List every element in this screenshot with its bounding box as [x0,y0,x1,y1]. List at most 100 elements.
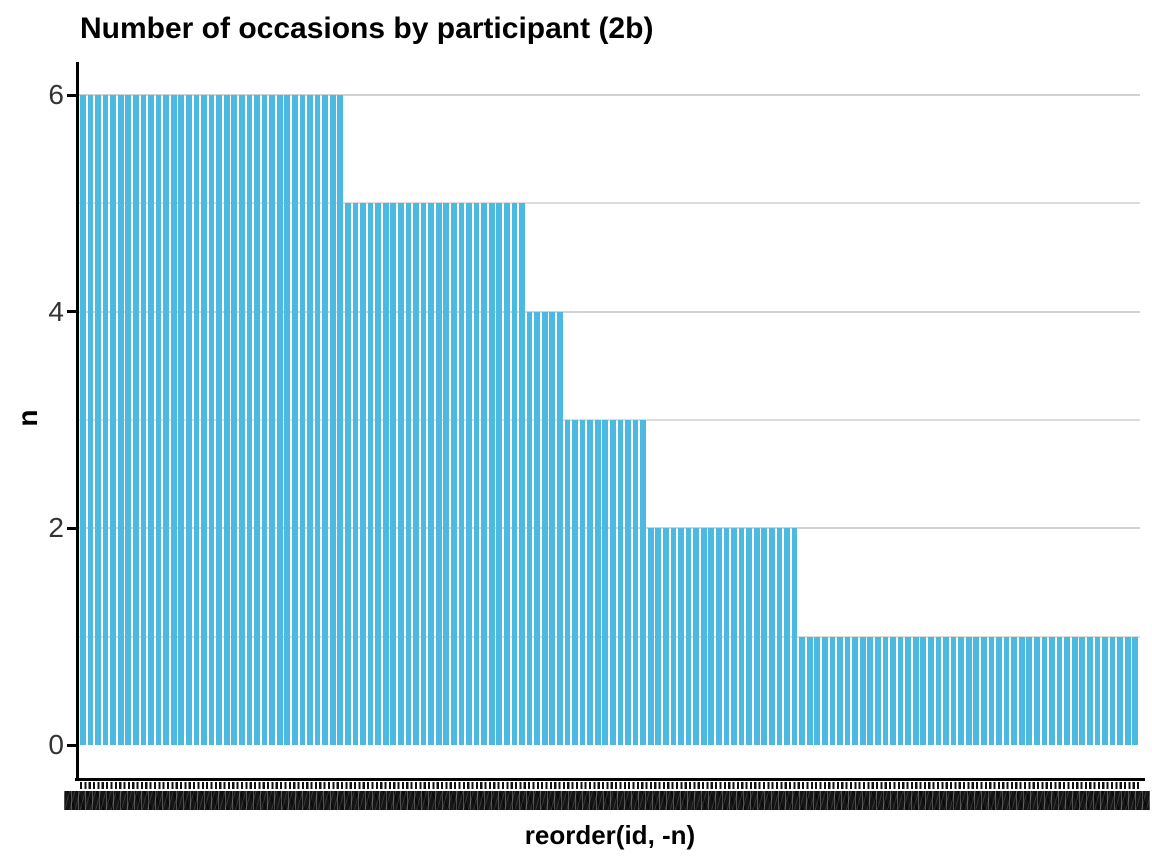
y-tick-2 [67,526,76,530]
y-tick-label-6: 6 [48,79,64,111]
bar [1132,636,1139,745]
bar [231,95,238,745]
bar [950,636,957,745]
y-tick-6 [67,93,76,97]
y-tick-4 [67,310,76,314]
bar [655,528,662,745]
bar [261,95,268,745]
bar [746,528,753,745]
bar [897,636,904,745]
bar [451,203,457,745]
bar [579,420,586,745]
bar [246,95,253,745]
bar [420,203,427,745]
bar [87,95,94,745]
bar [996,636,1002,745]
y-tick-0 [67,743,76,747]
bar [481,203,488,745]
bar [443,203,450,745]
y-tick-label-2: 2 [48,512,64,544]
bar [352,203,359,745]
bar [784,528,790,745]
bar [610,420,616,745]
y-axis-title: n [12,409,43,427]
bar [1071,636,1078,745]
bar [102,95,109,745]
bar [928,636,934,745]
bar [981,636,987,745]
bar [322,95,329,745]
bar [572,420,578,745]
bars-layer [80,95,1140,745]
bar [663,528,669,745]
bar [473,203,480,745]
bar [920,636,927,745]
bar [254,95,260,745]
bar [943,636,949,745]
bar [428,203,435,745]
x-tick-labels-overlapping [64,791,1150,810]
bar [163,95,170,745]
bar [875,636,881,745]
bar [670,528,677,745]
bar [632,420,639,745]
bar [716,528,722,745]
bar [1026,636,1033,745]
bar [738,528,745,745]
bar [822,636,828,745]
bar [1041,636,1048,745]
bar [458,203,465,745]
bar [511,203,518,745]
bar [541,311,548,745]
gridline-n-1 [79,635,1140,638]
bar [337,95,344,745]
bar [761,528,768,745]
bar [799,636,806,745]
bar [988,636,995,745]
chart-title: Number of occasions by participant (2b) [80,12,654,45]
bar [549,311,556,745]
bar [882,636,889,745]
y-tick-label-4: 4 [48,295,64,327]
bar [769,528,775,745]
x-axis-line [75,778,1145,781]
bar [708,528,715,745]
bar [269,95,276,745]
bar [557,311,563,745]
bar [965,636,972,745]
bar [292,95,298,745]
bar [700,528,707,745]
bar [693,528,700,745]
bar [905,636,912,745]
bar [375,203,382,745]
bar [1011,636,1018,745]
bar [117,95,124,745]
bar [140,95,147,745]
bar [526,311,533,745]
bar [1003,636,1010,745]
bar [685,528,692,745]
bar [80,95,86,745]
bar [829,636,836,745]
bar [1079,636,1086,745]
bar [617,420,624,745]
gridline-n-4 [79,310,1140,313]
bar [594,420,601,745]
bar [201,95,207,745]
bar [844,636,851,745]
bar [125,95,132,745]
bar [155,95,162,745]
bar [466,203,472,745]
bar [859,636,866,745]
bar [178,95,185,745]
bar [753,528,760,745]
bar [852,636,859,745]
bar [1102,636,1108,745]
bar [284,95,291,745]
bar [239,95,245,745]
bar [867,636,874,745]
x-axis-tick-comb [80,782,1140,789]
x-axis-title: reorder(id, -n) [524,820,696,850]
bar [95,95,101,745]
